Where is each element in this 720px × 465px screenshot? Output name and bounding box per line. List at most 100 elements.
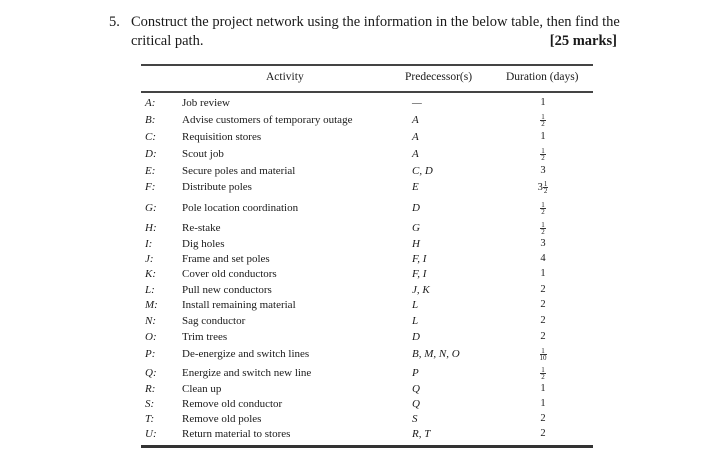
activity-predecessors: H <box>412 238 420 250</box>
activity-id: D: <box>145 148 157 160</box>
question-number: 5. <box>109 14 120 30</box>
fraction-numerator: 1 <box>540 221 546 229</box>
duration-whole: 3 <box>540 165 546 176</box>
activity-id: R: <box>145 383 156 395</box>
activity-id: U: <box>145 428 157 440</box>
activity-predecessors: P <box>412 367 419 379</box>
table-row: L: Pull new conductors J, K 2 <box>0 284 720 299</box>
activity-name: Remove old poles <box>182 413 262 425</box>
table-row: D: Scout job A 1 2 <box>0 148 720 163</box>
table-header-rule <box>141 91 593 93</box>
activity-name: Requisition stores <box>182 131 262 143</box>
activity-name: Scout job <box>182 148 224 160</box>
activity-duration: 2 <box>535 284 551 295</box>
table-row: R: Clean up Q 1 <box>0 383 720 398</box>
activity-predecessors: S <box>412 413 418 425</box>
fraction-numerator: 1 <box>540 366 546 374</box>
duration-whole: 1 <box>540 383 546 394</box>
duration-whole: 1 <box>540 131 546 142</box>
activity-id: M: <box>145 299 158 311</box>
activity-id: P: <box>145 348 156 360</box>
table-row: N: Sag conductor L 2 <box>0 315 720 330</box>
activity-id: A: <box>145 97 156 109</box>
activity-predecessors: G <box>412 222 420 234</box>
activity-duration: 3 <box>535 165 551 176</box>
activity-id: L: <box>145 284 155 296</box>
duration-whole: 2 <box>540 428 546 439</box>
activity-duration: 1 <box>535 383 551 394</box>
fraction-denominator: 10 <box>539 354 547 362</box>
fraction-numerator: 1 <box>540 201 546 209</box>
activity-name: Trim trees <box>182 331 228 343</box>
activity-predecessors: D <box>412 331 420 343</box>
table-row: H: Re-stake G 1 2 <box>0 222 720 237</box>
fraction-denominator: 2 <box>541 373 545 381</box>
activity-name: Energize and switch new line <box>182 367 312 379</box>
table-row: I: Dig holes H 3 <box>0 238 720 253</box>
activity-id: Q: <box>145 367 157 379</box>
activity-predecessors: Q <box>412 398 420 410</box>
activity-name: Clean up <box>182 383 222 395</box>
activity-duration: 1 <box>535 97 551 108</box>
marks-label: [25 marks] <box>549 33 617 49</box>
activity-name: Distribute poles <box>182 181 252 193</box>
duration-whole: 1 <box>540 97 546 108</box>
activity-id: E: <box>145 165 156 177</box>
table-top-rule <box>141 64 593 66</box>
activity-id: H: <box>145 222 157 234</box>
activity-id: F: <box>145 181 156 193</box>
activity-predecessors: E <box>412 181 419 193</box>
activity-predecessors: Q <box>412 383 420 395</box>
activity-name: Pole location coordination <box>182 202 299 214</box>
activity-duration: 2 <box>535 299 551 310</box>
activity-id: I: <box>145 238 153 250</box>
activity-name: Re-stake <box>182 222 221 234</box>
activity-name: De-energize and switch lines <box>182 348 310 360</box>
activity-id: S: <box>145 398 155 410</box>
activity-predecessors: F, I <box>412 253 427 265</box>
activity-name: Job review <box>182 97 230 109</box>
activity-name: Secure poles and material <box>182 165 296 177</box>
table-row: T: Remove old poles S 2 <box>0 413 720 428</box>
activity-predecessors: — <box>412 97 422 109</box>
table-bottom-rule <box>141 445 593 448</box>
activity-duration: 1 <box>535 398 551 409</box>
fraction-numerator: 1 <box>540 147 546 155</box>
activity-predecessors: A <box>412 148 419 160</box>
table-row: U: Return material to stores R, T 2 <box>0 428 720 443</box>
activity-duration: 2 <box>535 315 551 326</box>
table-row: B: Advise customers of temporary outage A 1… <box>0 114 720 129</box>
activity-duration: 3 <box>535 238 551 249</box>
activity-predecessors: J, K <box>412 284 430 296</box>
duration-fraction: 1 10 <box>539 348 547 362</box>
duration-whole: 3 <box>537 181 543 193</box>
duration-whole: 1 <box>540 398 546 409</box>
activity-duration: 1 <box>535 131 551 142</box>
fraction-denominator: 2 <box>541 208 545 216</box>
duration-whole: 4 <box>540 253 546 264</box>
activity-id: T: <box>145 413 155 425</box>
duration-whole: 2 <box>540 331 546 342</box>
duration-whole: 2 <box>540 299 546 310</box>
activity-id: G: <box>145 202 157 214</box>
header-duration: Duration (days) <box>506 71 579 83</box>
duration-whole: 3 <box>540 238 546 249</box>
activity-duration: 2 <box>535 331 551 342</box>
table-row: O: Trim trees D 2 <box>0 331 720 346</box>
table-row: C: Requisition stores A 1 <box>0 131 720 146</box>
activity-name: Return material to stores <box>182 428 291 440</box>
duration-whole: 2 <box>540 413 546 424</box>
duration-whole: 2 <box>540 315 546 326</box>
activity-predecessors: L <box>412 315 419 327</box>
activity-predecessors: A <box>412 131 419 143</box>
header-predecessors: Predecessor(s) <box>405 71 473 83</box>
